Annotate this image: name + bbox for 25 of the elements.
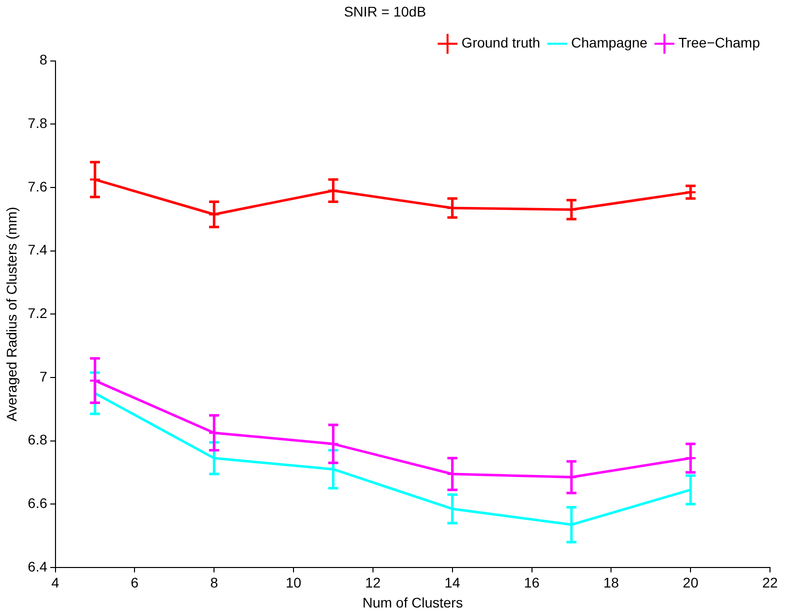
- y-tick-label: 6.6: [28, 494, 48, 511]
- y-tick-label: 7.8: [28, 114, 48, 131]
- legend-label: Tree−Champ: [678, 34, 760, 51]
- y-tick-label: 7.2: [28, 304, 48, 321]
- x-tick-label: 20: [682, 574, 699, 591]
- y-tick-label: 7.6: [28, 178, 48, 194]
- x-tick-label: 4: [51, 574, 60, 591]
- x-tick-label: 8: [210, 574, 218, 591]
- x-tick-label: 18: [603, 574, 620, 591]
- y-tick-label: 7.4: [28, 242, 48, 258]
- x-tick-label: 10: [286, 574, 302, 591]
- x-tick-label: 14: [444, 574, 460, 591]
- y-tick-label: 6.8: [28, 432, 48, 448]
- x-tick-label: 16: [524, 574, 540, 591]
- x-tick-label: 6: [130, 574, 139, 591]
- legend-label: Ground truth: [462, 34, 540, 51]
- y-tick-label: 6.4: [28, 558, 48, 574]
- y-axis-title: Averaged Radius of Clusters (mm): [3, 206, 20, 422]
- x-axis-title: Num of Clusters: [362, 594, 463, 610]
- y-tick-label: 8: [39, 52, 48, 68]
- chart-title: SNIR = 10dB: [344, 3, 426, 20]
- legend-label: Champagne: [571, 34, 648, 51]
- x-tick-label: 12: [365, 574, 381, 591]
- y-tick-label: 7: [39, 368, 48, 384]
- x-tick-label: 22: [762, 574, 778, 591]
